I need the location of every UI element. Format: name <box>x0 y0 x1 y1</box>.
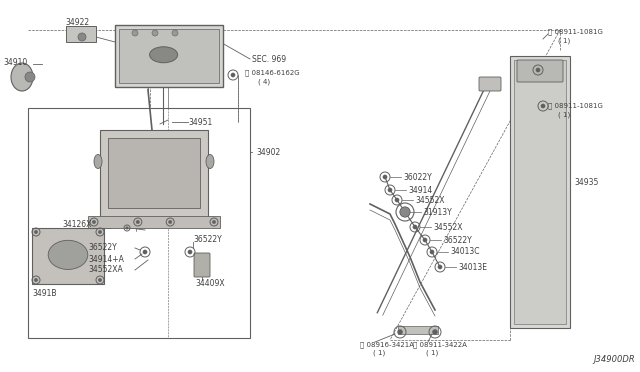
Text: Ⓑ 08146-6162G: Ⓑ 08146-6162G <box>245 70 300 76</box>
Circle shape <box>99 230 102 234</box>
FancyBboxPatch shape <box>517 60 563 82</box>
Text: ( 1): ( 1) <box>558 112 570 118</box>
Text: 34914+A: 34914+A <box>88 254 124 263</box>
Circle shape <box>423 238 427 242</box>
Circle shape <box>536 68 540 72</box>
Circle shape <box>78 33 86 41</box>
Bar <box>108 138 200 208</box>
Circle shape <box>25 72 35 82</box>
Text: 34126X: 34126X <box>62 219 92 228</box>
Circle shape <box>541 104 545 108</box>
Circle shape <box>143 250 147 254</box>
Bar <box>28 108 250 338</box>
Ellipse shape <box>94 154 102 169</box>
Circle shape <box>125 227 128 229</box>
Circle shape <box>212 220 216 224</box>
Circle shape <box>433 330 438 334</box>
Ellipse shape <box>206 154 214 169</box>
Circle shape <box>99 278 102 282</box>
Bar <box>510 56 570 328</box>
Text: 36022Y: 36022Y <box>403 173 432 182</box>
Circle shape <box>413 225 417 229</box>
Text: J34900DR: J34900DR <box>593 356 635 365</box>
Circle shape <box>231 73 235 77</box>
Bar <box>66 26 96 42</box>
Bar <box>398 326 438 334</box>
Text: Ⓝ 08911-1081G: Ⓝ 08911-1081G <box>548 103 603 109</box>
Bar <box>88 216 220 228</box>
Text: 34910: 34910 <box>3 58 28 67</box>
Circle shape <box>400 207 410 217</box>
Text: 36522Y: 36522Y <box>443 235 472 244</box>
FancyBboxPatch shape <box>479 77 501 91</box>
Text: SEC. 969: SEC. 969 <box>252 55 286 64</box>
Circle shape <box>395 198 399 202</box>
Ellipse shape <box>48 240 88 269</box>
Text: 34552XA: 34552XA <box>88 266 123 275</box>
Bar <box>32 228 104 284</box>
Text: 34951: 34951 <box>188 118 212 126</box>
Text: 34914: 34914 <box>408 186 432 195</box>
Text: 34552X: 34552X <box>415 196 445 205</box>
Text: 34409X: 34409X <box>195 279 225 289</box>
Ellipse shape <box>150 47 178 63</box>
Text: ( 1): ( 1) <box>426 350 438 356</box>
FancyBboxPatch shape <box>194 253 210 277</box>
Text: ( 1): ( 1) <box>558 38 570 44</box>
Text: 31913Y: 31913Y <box>423 208 452 217</box>
Circle shape <box>388 188 392 192</box>
Text: 34013C: 34013C <box>450 247 479 257</box>
Circle shape <box>438 265 442 269</box>
Ellipse shape <box>11 63 33 91</box>
Text: Ⓝ 08911-1081G: Ⓝ 08911-1081G <box>548 29 603 35</box>
Text: ( 4): ( 4) <box>258 79 270 85</box>
Text: 34922: 34922 <box>65 17 89 26</box>
Bar <box>100 130 208 220</box>
Circle shape <box>188 250 192 254</box>
Text: 3491B: 3491B <box>32 289 56 298</box>
Circle shape <box>152 30 158 36</box>
Bar <box>119 29 219 83</box>
Circle shape <box>132 30 138 36</box>
Text: ( 1): ( 1) <box>373 350 385 356</box>
Circle shape <box>172 30 178 36</box>
Text: 34902: 34902 <box>256 148 280 157</box>
Circle shape <box>397 330 403 334</box>
Text: 34552X: 34552X <box>433 222 463 231</box>
Circle shape <box>383 175 387 179</box>
Circle shape <box>430 250 434 254</box>
Text: 36522Y: 36522Y <box>193 234 221 244</box>
Text: Ⓝ 08916-3421A: Ⓝ 08916-3421A <box>360 342 414 348</box>
Circle shape <box>403 210 407 214</box>
Circle shape <box>136 220 140 224</box>
Bar <box>514 60 566 324</box>
Circle shape <box>35 278 38 282</box>
Circle shape <box>35 230 38 234</box>
Text: 34935: 34935 <box>574 177 598 186</box>
Text: 36522Y: 36522Y <box>88 244 116 253</box>
Text: Ⓝ 08911-3422A: Ⓝ 08911-3422A <box>413 342 467 348</box>
Text: 34013E: 34013E <box>458 263 487 272</box>
Circle shape <box>168 220 172 224</box>
Bar <box>115 25 223 87</box>
Circle shape <box>92 220 96 224</box>
